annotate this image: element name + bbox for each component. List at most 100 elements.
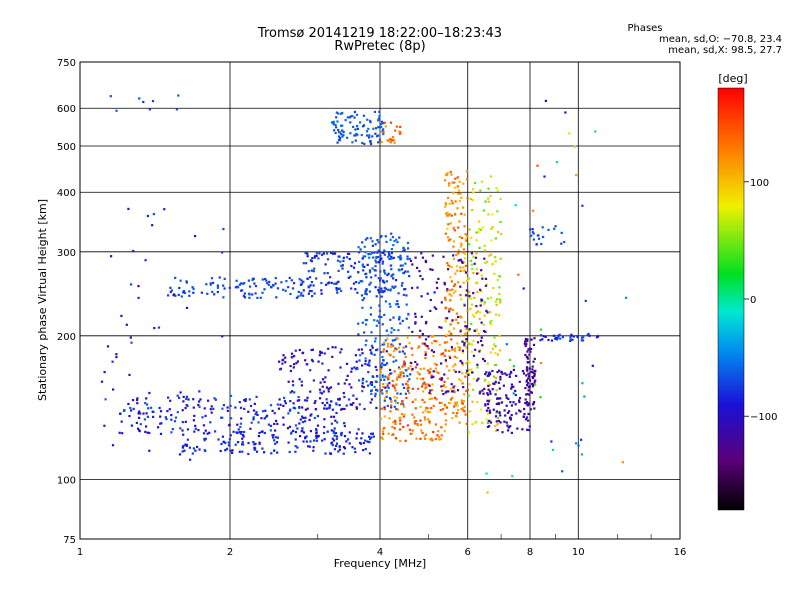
- data-point: [319, 397, 322, 400]
- data-point: [382, 383, 385, 386]
- data-point: [336, 259, 340, 262]
- data-point: [336, 120, 339, 123]
- data-point: [526, 355, 529, 358]
- data-point: [379, 279, 382, 282]
- data-point: [392, 244, 395, 247]
- data-point: [390, 268, 393, 271]
- data-point: [295, 362, 298, 365]
- data-point: [392, 316, 395, 319]
- data-point: [357, 333, 360, 336]
- data-point: [531, 368, 534, 371]
- data-point: [378, 110, 381, 113]
- data-point: [269, 424, 273, 427]
- data-point: [374, 340, 377, 343]
- data-point: [334, 131, 337, 135]
- data-point: [387, 255, 390, 258]
- data-point: [360, 133, 363, 137]
- data-point: [532, 383, 535, 386]
- data-point: [220, 442, 223, 446]
- data-point: [227, 444, 231, 447]
- data-point: [383, 397, 387, 400]
- data-point: [536, 234, 539, 237]
- data-point: [369, 281, 372, 284]
- data-point: [479, 311, 482, 314]
- data-point: [274, 429, 277, 432]
- data-point: [240, 289, 243, 292]
- data-point: [389, 238, 392, 241]
- data-point: [435, 363, 438, 366]
- data-point: [370, 383, 373, 386]
- data-point: [389, 354, 392, 357]
- data-point: [434, 437, 437, 441]
- data-point: [581, 339, 585, 342]
- data-point: [304, 416, 307, 419]
- data-point: [491, 347, 495, 350]
- data-point: [485, 371, 488, 374]
- data-point: [186, 428, 189, 431]
- data-point: [363, 331, 366, 334]
- data-point: [495, 389, 498, 392]
- data-point: [361, 352, 364, 355]
- data-point: [188, 446, 191, 449]
- data-point: [480, 290, 483, 293]
- data-point: [466, 178, 469, 181]
- data-point: [318, 354, 321, 357]
- data-point: [347, 276, 350, 279]
- data-point: [399, 416, 402, 419]
- data-point: [118, 431, 121, 434]
- data-point: [362, 449, 365, 452]
- data-point: [369, 121, 372, 124]
- data-point: [377, 249, 380, 252]
- data-point: [506, 411, 509, 414]
- data-point: [449, 276, 452, 279]
- data-point: [305, 399, 309, 402]
- data-point: [315, 431, 318, 434]
- data-point: [212, 281, 215, 284]
- data-point: [398, 130, 401, 133]
- data-point: [352, 125, 355, 128]
- data-point: [494, 415, 498, 418]
- data-point: [263, 451, 266, 454]
- data-point: [491, 263, 494, 266]
- data-point: [404, 288, 407, 291]
- data-point: [514, 204, 517, 207]
- data-point: [170, 289, 173, 292]
- data-point: [388, 417, 391, 420]
- data-point: [399, 422, 402, 425]
- data-point: [402, 293, 405, 296]
- data-point: [356, 125, 359, 128]
- data-point: [455, 253, 458, 257]
- data-point: [457, 345, 460, 349]
- data-point: [348, 257, 351, 261]
- data-point: [316, 435, 319, 438]
- data-point: [444, 202, 447, 205]
- data-point: [399, 254, 402, 257]
- data-point: [399, 439, 402, 443]
- data-point: [424, 409, 427, 412]
- data-point: [207, 399, 210, 402]
- data-point: [305, 435, 308, 438]
- data-point: [522, 372, 526, 375]
- data-point: [364, 323, 368, 326]
- data-point: [288, 450, 291, 454]
- data-point: [377, 260, 381, 263]
- data-point: [463, 304, 466, 307]
- data-point: [425, 386, 428, 389]
- data-point: [192, 406, 195, 409]
- data-point: [440, 362, 443, 365]
- data-point: [529, 228, 532, 231]
- data-point: [325, 386, 328, 389]
- data-point: [364, 292, 367, 295]
- data-point: [485, 283, 488, 286]
- data-point: [329, 452, 333, 455]
- data-point: [527, 389, 530, 392]
- data-point: [399, 419, 402, 422]
- data-point: [342, 392, 345, 395]
- data-point: [389, 141, 392, 144]
- data-point: [261, 447, 264, 450]
- data-point: [346, 374, 349, 377]
- data-point: [424, 437, 427, 440]
- x-tick-label: 2: [227, 547, 233, 558]
- data-point: [199, 398, 202, 401]
